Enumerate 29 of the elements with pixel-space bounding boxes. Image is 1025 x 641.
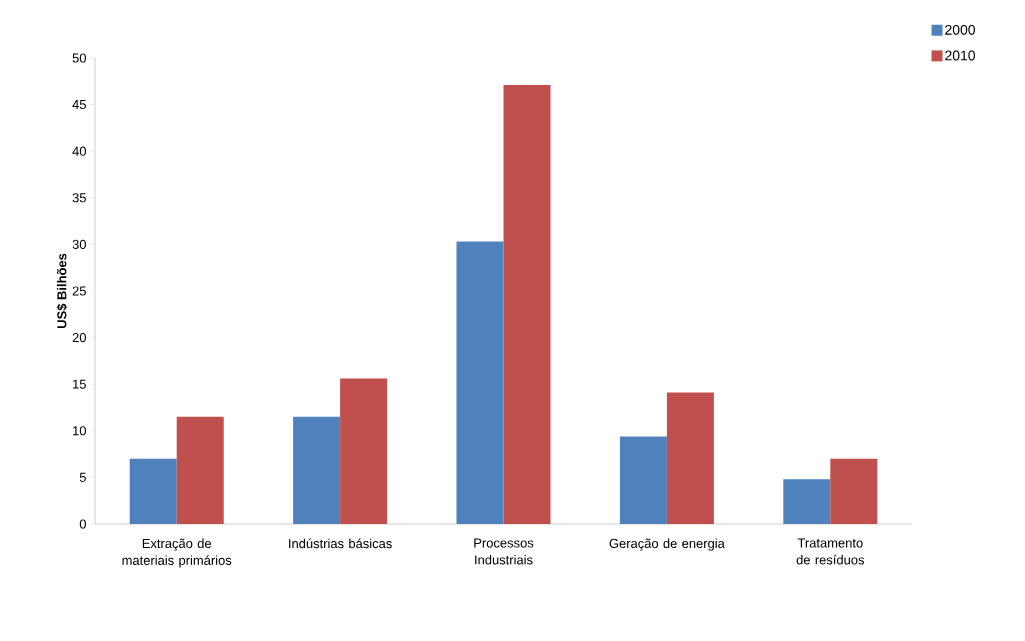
y-tick-label: 10 bbox=[73, 426, 86, 436]
y-tick-label: 0 bbox=[79, 519, 86, 529]
bar bbox=[783, 479, 831, 524]
x-tick-label: Geração de energia bbox=[609, 538, 725, 551]
y-tick-label: 20 bbox=[72, 333, 86, 343]
legend-label: 2010 bbox=[945, 50, 976, 61]
bar bbox=[340, 378, 388, 524]
y-tick-label: 30 bbox=[72, 239, 86, 249]
x-tick-label: Processos Industriais bbox=[474, 538, 534, 565]
bar bbox=[176, 416, 224, 524]
y-tick-label: 25 bbox=[72, 286, 86, 296]
y-tick-label: 35 bbox=[72, 193, 86, 203]
y-tick-label: 40 bbox=[72, 146, 86, 156]
y-tick-label: 5 bbox=[79, 472, 86, 482]
x-tick-label: Extração de materiais primários bbox=[122, 538, 232, 568]
bar bbox=[129, 458, 177, 524]
bar bbox=[456, 241, 504, 524]
bar bbox=[830, 458, 878, 524]
y-tick-label: 45 bbox=[72, 100, 86, 110]
y-tick-label: 15 bbox=[73, 379, 86, 389]
x-tick-label: Tratamento de resíduos bbox=[796, 538, 865, 565]
bar bbox=[293, 416, 341, 524]
y-axis-title: US$ Bilhões bbox=[56, 253, 68, 328]
y-tick-label: 50 bbox=[72, 53, 86, 63]
x-tick-label: Indústrias básicas bbox=[289, 538, 392, 549]
bar bbox=[619, 436, 667, 524]
bar bbox=[503, 85, 551, 524]
legend-label: 2000 bbox=[945, 24, 976, 35]
bar bbox=[666, 392, 714, 524]
